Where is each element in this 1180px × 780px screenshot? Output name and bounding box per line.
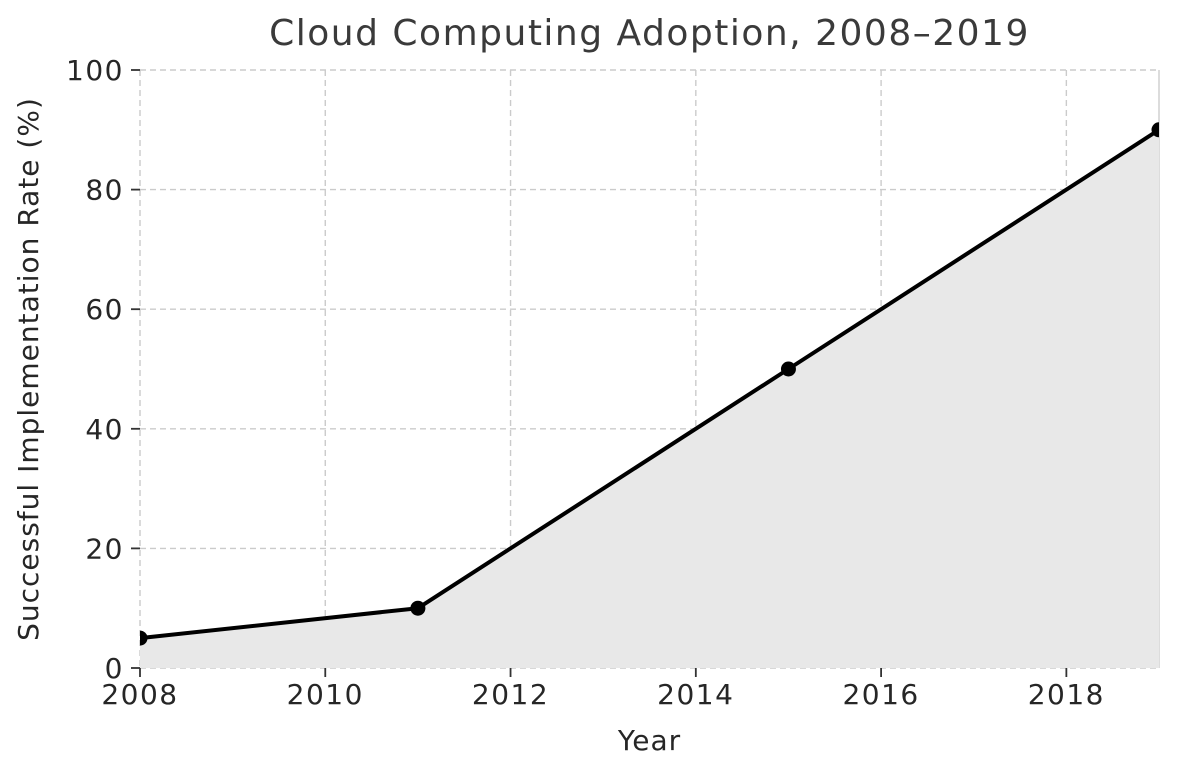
y-tick-label: 100 (66, 54, 124, 87)
y-tick-label: 80 (85, 174, 124, 207)
x-axis-label: Year (617, 724, 682, 757)
y-tick-label: 0 (105, 652, 124, 685)
x-tick-label: 2018 (1028, 678, 1105, 711)
data-point-marker-2015 (780, 361, 796, 377)
x-tick-label: 2008 (101, 678, 178, 711)
y-tick-label: 20 (85, 532, 124, 565)
area-fill (140, 129, 1159, 668)
data-point-marker-2011 (410, 600, 426, 616)
chart-title: Cloud Computing Adoption, 2008–2019 (269, 13, 1030, 54)
y-tick-label: 60 (85, 293, 124, 326)
data-point-marker-2008 (140, 630, 148, 646)
x-tick-label: 2010 (287, 678, 364, 711)
y-tick-label: 40 (85, 413, 124, 446)
x-tick-label: 2014 (657, 678, 734, 711)
data-point-marker-2019 (1151, 122, 1159, 138)
data-line (140, 127, 1159, 641)
x-tick-label: 2016 (842, 678, 919, 711)
series-group (140, 122, 1159, 668)
x-tick-label: 2012 (472, 678, 549, 711)
